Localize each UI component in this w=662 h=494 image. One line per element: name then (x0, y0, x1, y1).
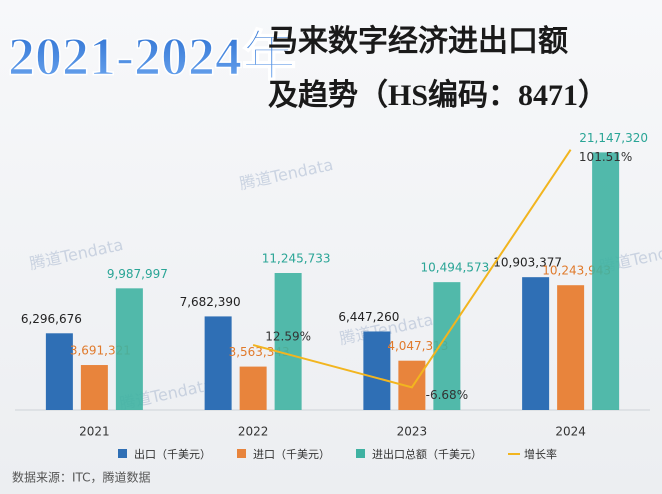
growth-label: 101.51% (579, 150, 632, 164)
bar (363, 331, 391, 410)
source: 数据来源：ITC，腾道数据 (12, 470, 151, 485)
legend-label: 进口（千美元） (253, 448, 330, 461)
value-label: 4,047,313 (387, 339, 448, 353)
bar (45, 333, 73, 410)
chart-title: 及趋势（HS编码：8471） (268, 78, 608, 112)
value-label: 3,691,321 (70, 344, 131, 358)
value-label: 11,245,733 (262, 252, 331, 266)
value-label: 9,987,997 (107, 267, 168, 281)
legend-swatch (118, 449, 127, 458)
bar (204, 316, 232, 410)
x-tick-label: 2021 (79, 425, 110, 439)
value-label: 21,147,320 (579, 131, 648, 145)
value-label: 10,903,377 (493, 256, 562, 270)
growth-label: 12.59% (265, 329, 311, 343)
x-tick-label: 2022 (238, 425, 269, 439)
chart-title: 马来数字经济进出口额 (268, 24, 568, 58)
bar (274, 273, 302, 410)
bar (239, 366, 267, 410)
growth-label: -6.68% (426, 388, 468, 402)
bar (80, 365, 108, 410)
legend-label: 出口（千美元） (134, 447, 211, 461)
x-tick-label: 2023 (397, 425, 428, 439)
value-label: 7,682,390 (180, 295, 241, 309)
growth-line (252, 149, 572, 389)
bar (115, 288, 143, 410)
value-label: 3,563,343 (229, 345, 290, 359)
x-tick-label: 2024 (555, 425, 586, 439)
chart-title: 2021-2024年 (8, 26, 296, 86)
legend-swatch (237, 449, 246, 458)
legend-swatch (356, 449, 365, 458)
bar (522, 277, 550, 410)
bar (433, 282, 461, 410)
bar (557, 285, 585, 410)
legend-label: 增长率 (524, 447, 557, 461)
value-label: 6,447,260 (338, 310, 399, 324)
legend-label: 进出口总额（千美元） (372, 447, 482, 461)
bar (592, 152, 620, 410)
value-label: 10,494,573 (421, 261, 490, 275)
value-label: 6,296,676 (21, 312, 82, 326)
